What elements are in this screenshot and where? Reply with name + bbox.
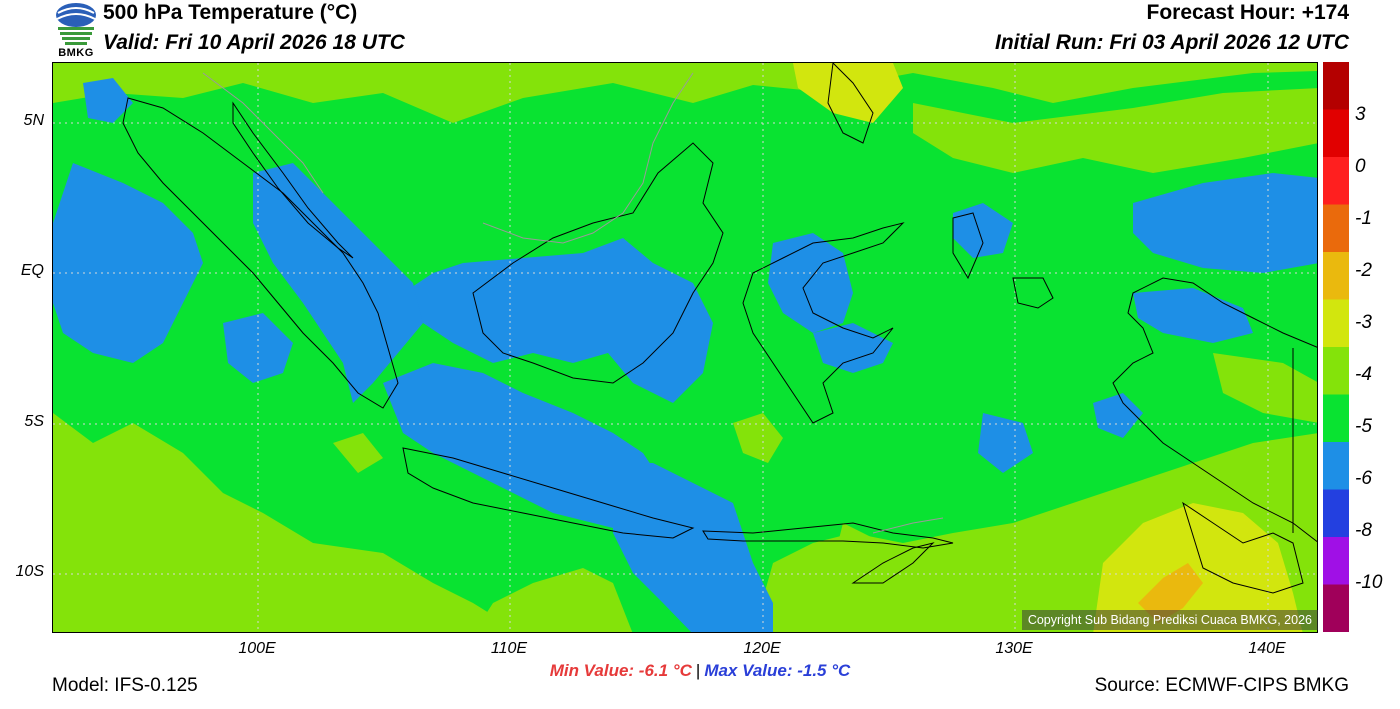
colorbar-label: -10 <box>1355 572 1383 593</box>
lon-label-120e: 120E <box>743 640 781 657</box>
colorbar-label: -3 <box>1355 312 1372 333</box>
colorbar-label: -4 <box>1355 364 1372 385</box>
max-value: Max Value: -1.5 °C <box>704 661 851 680</box>
colorbar-label: 3 <box>1355 104 1366 125</box>
colorbar-label: 0 <box>1355 156 1366 177</box>
min-max-separator: | <box>695 661 701 680</box>
colorbar-swatch <box>1323 394 1349 443</box>
initial-run: Initial Run: Fri 03 April 2026 12 UTC <box>995 31 1349 54</box>
temperature-map <box>52 62 1318 633</box>
data-source: Source: ECMWF-CIPS BMKG <box>1094 675 1349 696</box>
colorbar-swatch <box>1323 584 1349 633</box>
lon-label-100e: 100E <box>238 640 276 657</box>
valid-time: Valid: Fri 10 April 2026 18 UTC <box>103 31 405 54</box>
model-name: Model: IFS-0.125 <box>52 675 198 696</box>
colorbar-swatch <box>1323 109 1349 158</box>
colorbar-swatch <box>1323 489 1349 538</box>
colorbar-swatches <box>1323 62 1349 633</box>
min-max-values: Min Value: -6.1 °C | Max Value: -1.5 °C <box>0 661 1400 681</box>
colorbar-label: -1 <box>1355 208 1372 229</box>
coastlines <box>122 63 1317 594</box>
logo-text: BMKG <box>58 47 94 59</box>
colorbar-swatch <box>1323 62 1349 110</box>
lon-label-140e: 140E <box>1248 640 1286 657</box>
colorbar <box>1323 62 1349 633</box>
colorbar-swatch <box>1323 537 1349 585</box>
colorbar-swatch <box>1323 157 1349 205</box>
forecast-hour: Forecast Hour: +174 <box>1146 1 1350 24</box>
colorbar-label: -8 <box>1355 520 1372 541</box>
country-borders <box>202 72 944 534</box>
field-minus2-1 <box>1138 563 1203 623</box>
colorbar-swatch <box>1323 299 1349 348</box>
colorbar-swatch <box>1323 204 1349 253</box>
lon-label-130e: 130E <box>995 640 1033 657</box>
lat-label-10s: 10S <box>15 563 44 580</box>
lat-label-5s: 5S <box>24 413 44 430</box>
min-value: Min Value: -6.1 °C <box>549 661 692 680</box>
lon-label-110e: 110E <box>490 640 528 657</box>
lat-label-eq: EQ <box>20 262 44 279</box>
lat-label-5n: 5N <box>23 112 44 129</box>
map-canvas <box>53 63 1317 632</box>
colorbar-label: -2 <box>1355 260 1372 281</box>
colorbar-swatch <box>1323 347 1349 395</box>
colorbar-label: -5 <box>1355 416 1372 437</box>
copyright-notice: Copyright Sub Bidang Prediksi Cuaca BMKG… <box>1021 610 1318 630</box>
graticule <box>53 63 1317 632</box>
field-minus6-5 <box>53 78 1317 632</box>
colorbar-label: -6 <box>1355 468 1372 489</box>
bmkg-logo-icon <box>52 1 100 61</box>
colorbar-swatch <box>1323 252 1349 300</box>
map-title: 500 hPa Temperature (°C) <box>103 1 358 24</box>
colorbar-swatch <box>1323 442 1349 490</box>
